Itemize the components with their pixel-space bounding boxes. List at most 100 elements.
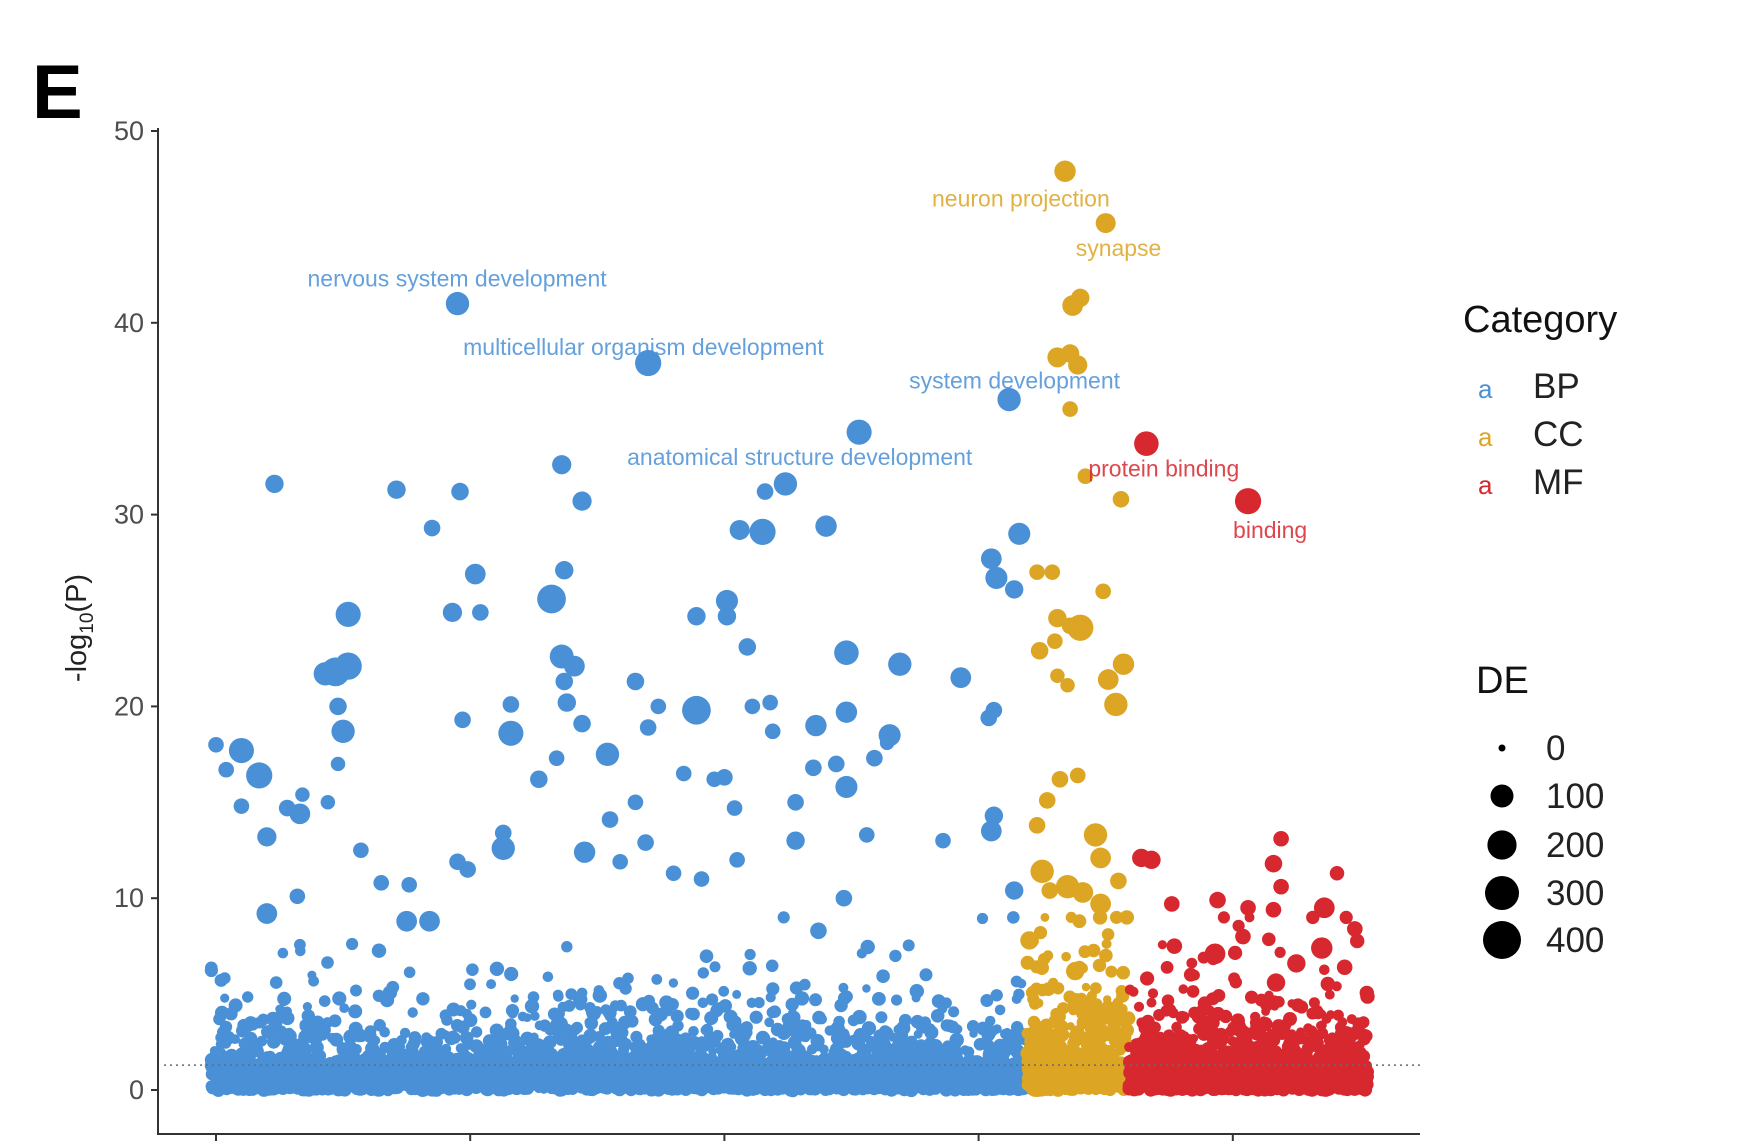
data-point-bp xyxy=(860,939,875,955)
data-point-bp xyxy=(577,1034,586,1043)
data-point-bp xyxy=(446,1002,461,1017)
data-point-bp xyxy=(976,1062,991,1076)
data-point-bp xyxy=(558,1080,573,1094)
data-point-mf xyxy=(1319,964,1330,976)
data-point-bp xyxy=(584,1016,599,1031)
data-point-bp xyxy=(898,1013,912,1027)
data-point-bp xyxy=(749,1010,763,1024)
data-point-bp xyxy=(894,1080,909,1095)
data-point-bp xyxy=(706,993,719,1006)
data-point-bp xyxy=(510,994,519,1003)
data-point-bp xyxy=(766,982,780,996)
data-point-bp xyxy=(889,949,902,963)
data-point-bp xyxy=(396,1072,410,1086)
data-point-bp xyxy=(568,1061,583,1076)
data-point-bp xyxy=(207,1084,218,1094)
data-point-bp xyxy=(385,1071,394,1080)
data-point-bp xyxy=(243,1056,254,1067)
data-point-bp xyxy=(530,1011,540,1021)
data-point-bp xyxy=(753,997,765,1009)
data-point-mf xyxy=(1178,984,1189,994)
data-point-bp xyxy=(480,1059,494,1073)
data-point-bp xyxy=(282,1006,293,1017)
data-point-bp xyxy=(616,1026,629,1039)
data-point-bp xyxy=(502,1056,512,1066)
data-point-bp xyxy=(244,1038,255,1049)
data-point-bp xyxy=(652,1024,665,1037)
data-point-bp xyxy=(416,992,430,1006)
data-point-bp xyxy=(500,1070,511,1081)
data-point-bp xyxy=(891,994,903,1006)
data-point-bp xyxy=(407,1007,418,1018)
data-point-bp xyxy=(742,1027,753,1038)
data-point-bp xyxy=(697,967,709,979)
data-point-mf xyxy=(1133,1001,1145,1012)
data-point-bp xyxy=(522,1013,532,1022)
data-point-bp xyxy=(679,1032,692,1045)
data-point-bp xyxy=(828,1048,844,1064)
data-point-bp xyxy=(1016,978,1027,989)
data-point-bp xyxy=(599,1080,615,1095)
data-point-cc xyxy=(1102,1074,1113,1085)
data-point-bp xyxy=(520,1031,535,1046)
points-layer xyxy=(204,160,1375,1098)
data-point-bp xyxy=(618,1015,632,1030)
data-point-bp xyxy=(427,1054,440,1066)
data-point-mf xyxy=(1357,1016,1370,1029)
data-point-bp xyxy=(699,949,714,963)
data-point-bp xyxy=(777,911,790,924)
panel-label: E xyxy=(32,50,83,135)
data-point-bp xyxy=(701,1023,714,1036)
data-point-bp xyxy=(880,1074,895,1089)
data-point-bp xyxy=(685,1009,695,1020)
data-point-bp xyxy=(344,1035,354,1045)
data-point-bp xyxy=(619,1038,633,1051)
data-point-bp xyxy=(743,1072,753,1082)
data-point-bp xyxy=(1000,1056,1011,1067)
data-point-bp xyxy=(294,938,306,951)
data-point-mf xyxy=(1295,1000,1309,1014)
data-point-bp xyxy=(275,1004,285,1014)
data-point-bp xyxy=(493,1029,508,1044)
data-point-bp xyxy=(316,1057,330,1071)
data-point-bp xyxy=(946,1044,961,1059)
data-point-bp xyxy=(707,1085,718,1095)
data-point-bp xyxy=(619,982,632,995)
data-point-bp xyxy=(403,966,416,979)
data-point-cc xyxy=(1087,1029,1100,1042)
data-point-bp xyxy=(574,1077,589,1092)
data-point-bp xyxy=(541,1075,554,1088)
data-point-cc xyxy=(1076,1072,1089,1085)
data-point-bp xyxy=(441,1014,453,1026)
data-point-bp xyxy=(414,1050,426,1062)
data-point-bp xyxy=(871,1047,884,1059)
data-point-bp xyxy=(216,1074,231,1089)
data-point-bp xyxy=(645,1083,659,1097)
data-point-bp xyxy=(668,978,679,988)
data-point-bp xyxy=(1011,1061,1025,1075)
data-point-bp xyxy=(435,1027,448,1040)
data-point-cc xyxy=(1108,1037,1118,1046)
data-point-bp xyxy=(269,976,283,989)
data-point-bp xyxy=(706,1034,721,1048)
data-point-bp xyxy=(872,992,886,1006)
data-point-bp xyxy=(776,1026,791,1041)
data-point-mf xyxy=(1206,992,1220,1006)
data-point-bp xyxy=(923,1023,936,1036)
data-point-bp xyxy=(277,991,292,1006)
data-point-cc xyxy=(1036,1082,1050,1095)
data-point-bp xyxy=(895,1029,909,1043)
data-point-bp xyxy=(919,1040,930,1051)
data-point-bp xyxy=(585,1006,597,1018)
data-point-bp xyxy=(515,1065,526,1076)
data-point-bp xyxy=(332,991,347,1006)
data-point-bp xyxy=(923,1083,937,1096)
data-point-cc xyxy=(1086,990,1097,1001)
data-point-bp xyxy=(350,984,362,997)
data-point-bp xyxy=(504,966,519,982)
data-point-bp xyxy=(261,1025,275,1039)
data-point-bp xyxy=(569,1023,581,1036)
data-point-bp xyxy=(715,1042,731,1057)
data-point-bp xyxy=(862,984,871,993)
data-point-bp xyxy=(386,980,400,994)
